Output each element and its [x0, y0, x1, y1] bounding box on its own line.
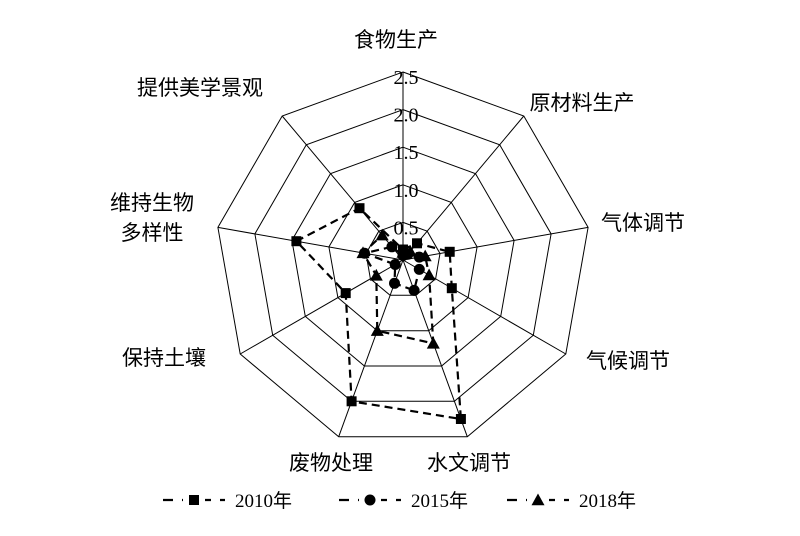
data-point — [291, 236, 302, 247]
axis-label: 水文调节 — [427, 451, 511, 475]
series-line — [361, 233, 435, 345]
axis-label: 提供美学景观 — [137, 76, 263, 100]
data-point — [531, 493, 545, 506]
data-point — [413, 263, 425, 275]
grid-ring — [365, 221, 441, 296]
data-point — [389, 259, 401, 270]
r-tick-label: 1.5 — [394, 142, 419, 164]
grid-spoke — [402, 226, 589, 261]
data-point — [346, 396, 357, 407]
grid-ring — [217, 71, 589, 438]
data-point — [422, 268, 436, 281]
grid-ring — [254, 109, 552, 402]
legend-item: 2015年 — [339, 490, 468, 512]
data-point — [369, 268, 383, 281]
data-point — [444, 246, 455, 257]
data-point — [403, 244, 417, 257]
data-point — [356, 246, 370, 259]
data-point — [408, 284, 420, 296]
radial-tick-labels: 0.5 1.0 1.5 2.0 2.5 — [394, 67, 419, 239]
axis-label: 气体调节 — [601, 211, 685, 235]
grid-spoke — [217, 226, 404, 261]
legend-label: 2018年 — [579, 490, 636, 512]
axis-label: 气候调节 — [586, 349, 670, 373]
axis-label: 原材料生产 — [530, 91, 635, 115]
data-point — [354, 203, 365, 214]
data-series — [291, 203, 466, 424]
axis-label: 保持土壤 — [122, 346, 206, 370]
series-line — [360, 245, 421, 292]
data-point — [418, 249, 432, 262]
data-point — [389, 277, 400, 289]
legend-item: 2010年 — [163, 490, 292, 512]
data-point — [412, 238, 422, 249]
legend-label: 2015年 — [411, 490, 468, 512]
axis-label: 维持生物 — [110, 191, 194, 215]
grid-ring — [291, 146, 515, 367]
legend: 2010年 2015年 2018年 — [163, 490, 636, 512]
data-point — [426, 336, 440, 349]
data-point — [455, 414, 466, 424]
axis-label: 食物生产 — [354, 28, 438, 52]
axis-label: 废物处理 — [289, 451, 373, 475]
r-tick-label: 2.5 — [394, 67, 419, 89]
legend-item: 2018年 — [507, 490, 636, 512]
axis-label: 多样性 — [121, 221, 184, 245]
series — [356, 228, 440, 349]
legend-label: 2010年 — [235, 490, 292, 512]
r-tick-label: 1.0 — [394, 180, 419, 202]
data-point — [375, 228, 389, 241]
grid-spoke — [402, 115, 525, 261]
series-line — [294, 206, 463, 421]
data-point — [446, 283, 457, 294]
data-point — [340, 288, 351, 299]
grid-spoke — [338, 259, 404, 437]
data-point — [370, 324, 384, 336]
data-point — [386, 241, 398, 253]
grid-ring — [328, 184, 478, 332]
data-point — [364, 494, 376, 506]
r-tick-label: 2.0 — [394, 105, 419, 127]
data-point — [189, 495, 199, 505]
r-tick-label: 0.5 — [394, 217, 419, 239]
